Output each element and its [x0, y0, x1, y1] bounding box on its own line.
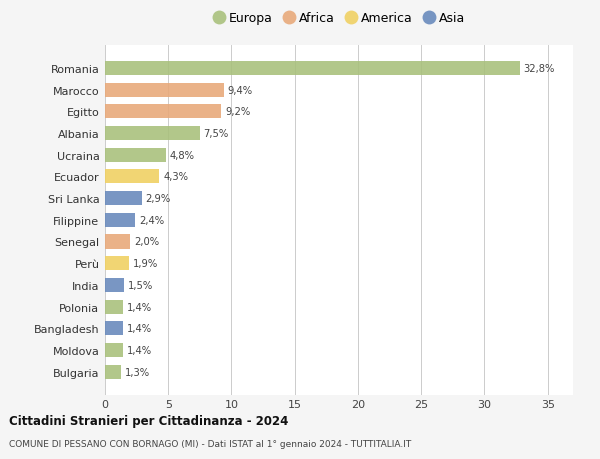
Bar	[105, 343, 123, 357]
Bar	[105, 148, 166, 162]
Text: 2,9%: 2,9%	[145, 194, 171, 204]
Text: 9,2%: 9,2%	[225, 107, 250, 117]
Text: COMUNE DI PESSANO CON BORNAGO (MI) - Dati ISTAT al 1° gennaio 2024 - TUTTITALIA.: COMUNE DI PESSANO CON BORNAGO (MI) - Dat…	[9, 439, 411, 448]
Bar	[105, 321, 123, 336]
Text: 1,3%: 1,3%	[125, 367, 151, 377]
Text: 1,4%: 1,4%	[127, 345, 152, 355]
Bar	[105, 62, 520, 76]
Bar	[105, 127, 200, 141]
Bar	[105, 213, 136, 227]
Bar	[105, 192, 142, 206]
Text: 1,9%: 1,9%	[133, 258, 158, 269]
Text: 4,8%: 4,8%	[170, 151, 194, 160]
Text: 32,8%: 32,8%	[524, 64, 555, 74]
Text: 1,4%: 1,4%	[127, 324, 152, 334]
Bar	[105, 300, 123, 314]
Bar	[105, 278, 124, 292]
Legend: Europa, Africa, America, Asia: Europa, Africa, America, Asia	[212, 12, 466, 25]
Text: 9,4%: 9,4%	[227, 85, 253, 95]
Text: 1,4%: 1,4%	[127, 302, 152, 312]
Bar	[105, 84, 224, 97]
Text: 1,5%: 1,5%	[128, 280, 153, 290]
Text: Cittadini Stranieri per Cittadinanza - 2024: Cittadini Stranieri per Cittadinanza - 2…	[9, 414, 289, 428]
Bar	[105, 257, 129, 271]
Bar	[105, 365, 121, 379]
Bar	[105, 105, 221, 119]
Bar	[105, 170, 160, 184]
Text: 2,0%: 2,0%	[134, 237, 159, 247]
Text: 4,3%: 4,3%	[163, 172, 188, 182]
Text: 7,5%: 7,5%	[203, 129, 229, 139]
Text: 2,4%: 2,4%	[139, 215, 164, 225]
Bar	[105, 235, 130, 249]
